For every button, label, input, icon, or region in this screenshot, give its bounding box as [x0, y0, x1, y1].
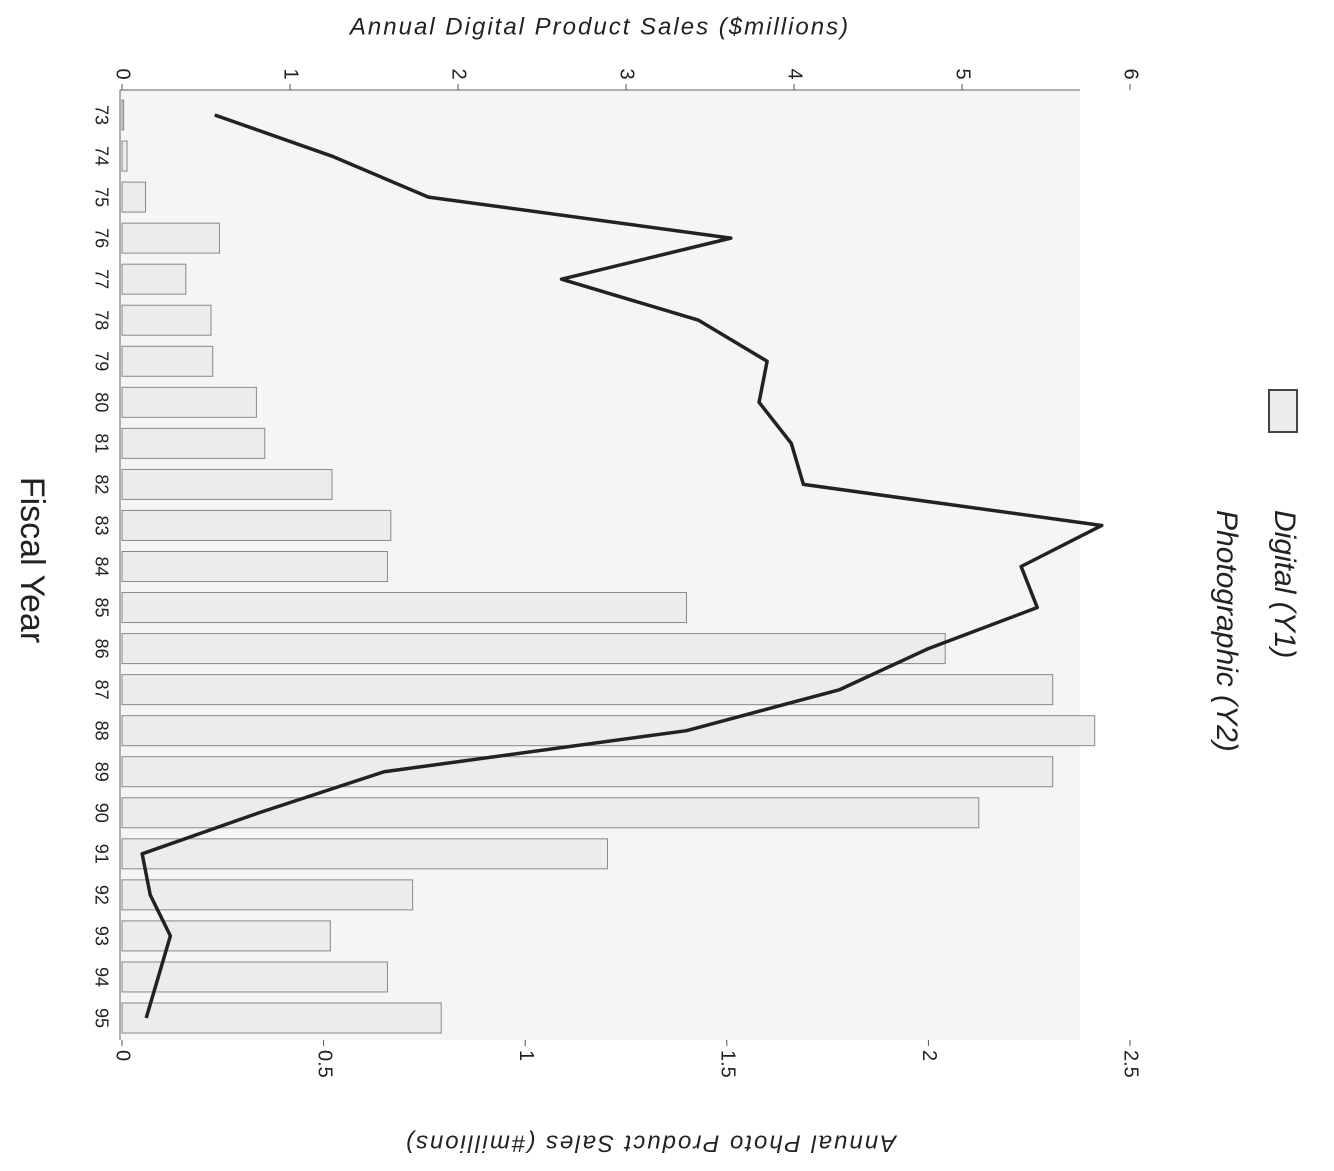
x-tick-label: 85 — [91, 598, 111, 618]
y-tick-label: 2 — [448, 68, 470, 79]
y2-axis-title: Annual Photo Product Sales (#millions) — [404, 1130, 898, 1157]
x-tick-label: 77 — [91, 269, 111, 289]
legend-label: Photographic (Y2) — [1210, 510, 1243, 752]
x-tick-label: 93 — [91, 926, 111, 946]
y2-tick-label: 0.5 — [313, 1050, 335, 1078]
y-tick-label: 3 — [616, 68, 638, 79]
x-tick-label: 88 — [91, 721, 111, 741]
bar — [121, 920, 331, 952]
legend-swatch — [1268, 389, 1298, 433]
bar — [121, 1002, 442, 1034]
bar — [121, 304, 212, 336]
legend-label: Digital (Y1) — [1268, 510, 1301, 658]
y-axis-title: Annual Digital Product Sales ($millions) — [348, 13, 850, 40]
x-tick-label: 94 — [91, 967, 111, 987]
legend: Digital (Y1) Photographic (Y2) — [1210, 389, 1301, 752]
y-tick-label: 4 — [784, 68, 806, 79]
bar — [121, 961, 388, 993]
x-tick-label: 79 — [91, 351, 111, 371]
x-tick-label: 86 — [91, 639, 111, 659]
y2-tick-label: 2 — [918, 1050, 940, 1061]
y-tick-label: 5 — [952, 68, 974, 79]
bar — [121, 797, 980, 829]
x-tick-label: 81 — [91, 433, 111, 453]
bar — [121, 756, 1054, 788]
bar — [121, 345, 214, 377]
x-tick-label: 91 — [91, 844, 111, 864]
x-tick-label: 90 — [91, 803, 111, 823]
y2-tick-label: 1 — [515, 1050, 537, 1061]
bar — [121, 468, 333, 500]
bar — [121, 263, 187, 295]
bar — [121, 838, 609, 870]
bar — [121, 674, 1054, 706]
y-tick-label: 1 — [280, 68, 302, 79]
y-tick-label: 0 — [112, 68, 134, 79]
x-tick-label: 83 — [91, 515, 111, 535]
bar — [121, 140, 128, 172]
x-tick-label: 76 — [91, 228, 111, 248]
y-tick-label: 6 — [1120, 68, 1142, 79]
bar — [121, 633, 946, 665]
bar — [121, 386, 257, 418]
bar — [121, 181, 147, 213]
x-tick-label: 89 — [91, 762, 111, 782]
x-tick-label: 92 — [91, 885, 111, 905]
x-tick-label: 82 — [91, 474, 111, 494]
line — [140, 113, 1104, 1019]
x-tick-label: 74 — [91, 146, 111, 166]
y2-tick-label: 0 — [112, 1050, 134, 1061]
bar — [121, 592, 687, 624]
bar — [121, 99, 125, 131]
x-tick-label: 87 — [91, 680, 111, 700]
bar — [121, 551, 388, 582]
bar — [121, 427, 266, 459]
y2-tick-label: 1.5 — [717, 1050, 739, 1078]
x-tick-label: 95 — [91, 1008, 111, 1028]
x-tick-label: 84 — [91, 556, 111, 576]
bar — [121, 509, 392, 541]
x-tick-label: 80 — [91, 392, 111, 412]
x-tick-label: 78 — [91, 310, 111, 330]
x-tick-label: 75 — [91, 187, 111, 207]
bar — [121, 879, 414, 911]
x-axis-title: Fiscal Year — [13, 477, 51, 643]
x-tick-label: 73 — [91, 105, 111, 125]
y2-tick-label: 2.5 — [1120, 1050, 1142, 1078]
bar — [121, 222, 220, 254]
